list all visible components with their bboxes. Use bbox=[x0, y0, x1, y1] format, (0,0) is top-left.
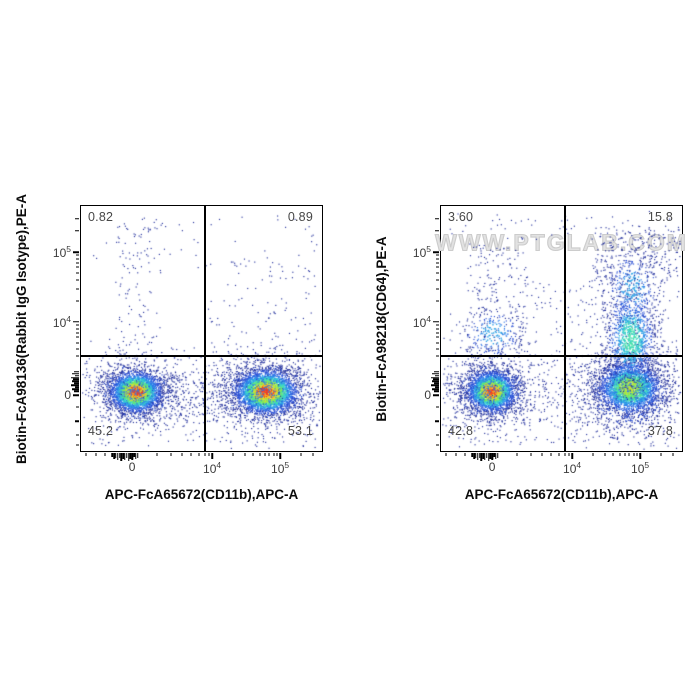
quadrant-stat-bottom-left: 42.8 bbox=[448, 424, 474, 438]
scatter-dots-canvas bbox=[441, 206, 682, 451]
quadrant-gate-horizontal-line bbox=[81, 355, 322, 358]
quadrant-stat-bottom-right: 53.1 bbox=[287, 424, 313, 438]
quadrant-gate-vertical-line bbox=[564, 206, 567, 451]
y-axis-label: Biotin-FcA98218(CD64),PE-A bbox=[374, 235, 389, 422]
quadrant-stat-top-right: 15.8 bbox=[647, 210, 673, 224]
quadrant-gate-vertical-line bbox=[204, 206, 207, 451]
quadrant-stat-bottom-right: 37.8 bbox=[647, 424, 673, 438]
flow-plot-isotype-control: 0.82 0.89 45.2 53.1 0 104 105 105 104 0 APC-… bbox=[14, 193, 323, 502]
scatter-dots-canvas bbox=[81, 206, 322, 451]
flow-plot-cd64: WWW.PTGLAB.COM 3.60 15.8 42.8 37.8 01041… bbox=[374, 205, 686, 502]
quadrant-gate-horizontal-line bbox=[441, 355, 682, 358]
x-axis-label: APC-FcA65672(CD11b),APC-A bbox=[104, 487, 299, 502]
quadrant-stat-bottom-left: 45.2 bbox=[88, 424, 114, 438]
quadrant-stat-top-right: 0.89 bbox=[287, 210, 313, 224]
x-axis-label: APC-FcA65672(CD11b),APC-A bbox=[464, 487, 659, 502]
quadrant-stat-top-left: 0.82 bbox=[88, 210, 114, 224]
y-axis-label: Biotin-FcA98136(Rabbit IgG Isotype),PE-A bbox=[14, 193, 29, 464]
quadrant-stat-top-left: 3.60 bbox=[448, 210, 474, 224]
